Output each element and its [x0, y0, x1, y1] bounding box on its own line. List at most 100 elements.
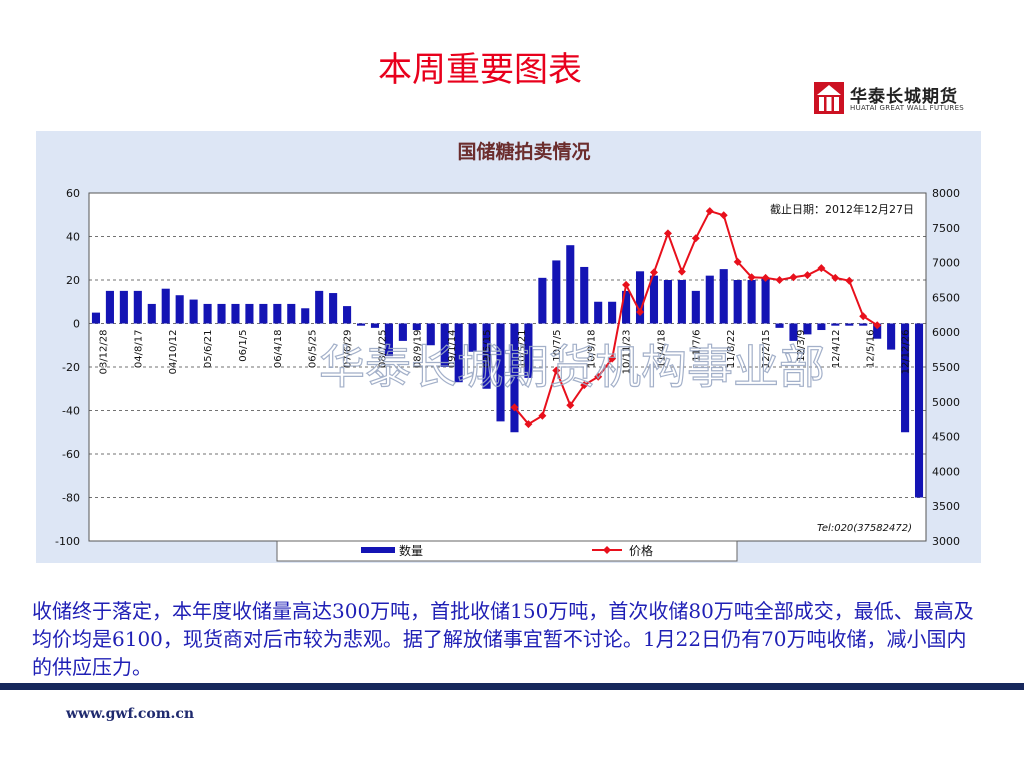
- bar-quantity: [133, 290, 142, 324]
- y-left-tick-label: 40: [66, 231, 80, 244]
- x-tick-label: 12/12/26: [901, 330, 912, 375]
- x-tick-label: 10/7/5: [552, 330, 563, 362]
- y-right-tick-label: 4500: [932, 431, 960, 444]
- x-tick-label: 12/5/16: [866, 330, 877, 369]
- bar-quantity: [217, 303, 226, 324]
- bar-quantity: [524, 323, 533, 378]
- bar-quantity: [914, 323, 924, 498]
- commentary-text: 收储终于落定，本年度收储量高达300万吨，首批收储150万吨，首次收储80万吨全…: [32, 599, 974, 679]
- bar-quantity: [622, 290, 631, 324]
- bar-quantity: [608, 301, 617, 324]
- y-right-tick-label: 5000: [932, 396, 960, 409]
- y-left-tick-label: 60: [66, 187, 80, 200]
- x-tick-label: 10/11/23: [622, 330, 633, 375]
- price-point: [524, 420, 533, 429]
- bar-quantity: [817, 323, 826, 331]
- price-point: [803, 271, 812, 280]
- bar-quantity: [482, 323, 491, 389]
- price-point: [552, 366, 561, 375]
- price-point: [580, 381, 589, 390]
- watermark-text: 华泰长城期货机构事业部: [319, 340, 825, 394]
- legend-label-quantity: 数量: [399, 543, 423, 558]
- x-tick-label: 08/9/19: [412, 330, 423, 369]
- price-point: [691, 234, 700, 243]
- price-point: [538, 411, 547, 420]
- y-right-tick-label: 7500: [932, 222, 960, 235]
- y-left-tick-label: 0: [73, 318, 80, 331]
- x-tick-label: 09/5/15: [482, 330, 493, 369]
- bar-quantity: [566, 245, 575, 324]
- bar-quantity: [468, 323, 477, 352]
- y-left-tick-label: -20: [62, 361, 80, 374]
- price-point: [789, 273, 798, 282]
- y-right-tick-label: 4000: [932, 465, 960, 478]
- price-point: [636, 308, 645, 317]
- bar-quantity: [231, 303, 240, 324]
- y-right-tick-label: 3000: [932, 535, 960, 548]
- bar-quantity: [301, 308, 310, 324]
- auction-chart: 国储糖拍卖情况 60 40 20 0 -20 -40 -60 -80 -100 8000 7500 7…: [55, 140, 960, 562]
- bar-quantity: [426, 323, 435, 346]
- bar-quantity: [412, 323, 421, 331]
- footer-url: www.gwf.com.cn: [66, 706, 195, 722]
- bar-quantity: [845, 323, 854, 326]
- bar-quantity: [454, 323, 463, 383]
- cutoff-date-annotation: 截止日期：2012年12月27日: [770, 202, 914, 216]
- bar-quantity: [803, 323, 812, 335]
- bar-quantity: [510, 323, 519, 433]
- price-point: [761, 273, 770, 282]
- bar-quantity: [873, 323, 882, 339]
- bar-quantity: [273, 303, 282, 324]
- x-tick-label: 11/8/22: [726, 330, 737, 369]
- bar-quantity: [887, 323, 896, 350]
- price-point: [705, 207, 714, 216]
- x-tick-label: 11/4/18: [656, 330, 667, 369]
- x-tick-label: 08/7/25: [377, 330, 388, 369]
- bar-quantity: [203, 303, 212, 324]
- y-left-tick-label: 20: [66, 274, 80, 287]
- bar-quantity: [552, 260, 561, 324]
- x-tick-label: 05/6/21: [203, 330, 214, 369]
- x-tick-label: 12/4/12: [831, 330, 842, 369]
- bar-quantity: [175, 295, 184, 324]
- price-point: [566, 401, 575, 410]
- chart-panel: 国储糖拍卖情况 60 40 20 0 -20 -40 -60 -80 -100 8000 7500 7…: [36, 131, 981, 563]
- bar-quantity: [245, 303, 254, 324]
- price-point: [663, 229, 672, 238]
- legend: 数量 价格: [276, 540, 738, 562]
- bar-quantity: [147, 303, 156, 324]
- bar-quantity: [649, 275, 659, 324]
- x-tick-label: 06/1/5: [238, 330, 249, 362]
- price-point: [622, 280, 631, 289]
- x-tick-label: 07/6/29: [343, 330, 354, 369]
- price-point: [594, 372, 603, 381]
- bar-quantity: [119, 290, 128, 324]
- price-point: [831, 273, 840, 282]
- bar-quantity: [287, 303, 296, 324]
- bar-quantity: [329, 293, 338, 324]
- bar-quantity: [161, 288, 170, 324]
- y-right-tick-label: 6000: [932, 326, 960, 339]
- bar-quantity: [440, 323, 449, 367]
- price-point: [719, 211, 728, 220]
- bar-quantity: [315, 290, 324, 324]
- x-tick-label: 04/8/17: [133, 330, 144, 369]
- bar-quantity: [733, 280, 742, 324]
- bar-quantity: [831, 323, 840, 326]
- bar-quantity: [705, 275, 714, 324]
- price-point: [845, 276, 854, 285]
- x-tick-label: 12/3/9: [796, 330, 807, 362]
- y-right-tick-label: 8000: [932, 187, 960, 200]
- chart-title: 国储糖拍卖情况: [457, 140, 590, 163]
- price-point: [608, 354, 617, 363]
- y-left-tick-label: -100: [55, 535, 80, 548]
- price-point: [649, 268, 658, 277]
- bar-quantity: [105, 290, 114, 324]
- y-right-tick-label: 7000: [932, 257, 960, 270]
- legend-swatch-quantity: [361, 547, 395, 553]
- price-point: [733, 257, 742, 266]
- y-right-tick-label: 3500: [932, 500, 960, 513]
- price-point: [677, 267, 686, 276]
- y-left-tick-label: -40: [62, 405, 80, 418]
- tel-annotation: Tel:020(37582472): [817, 523, 912, 534]
